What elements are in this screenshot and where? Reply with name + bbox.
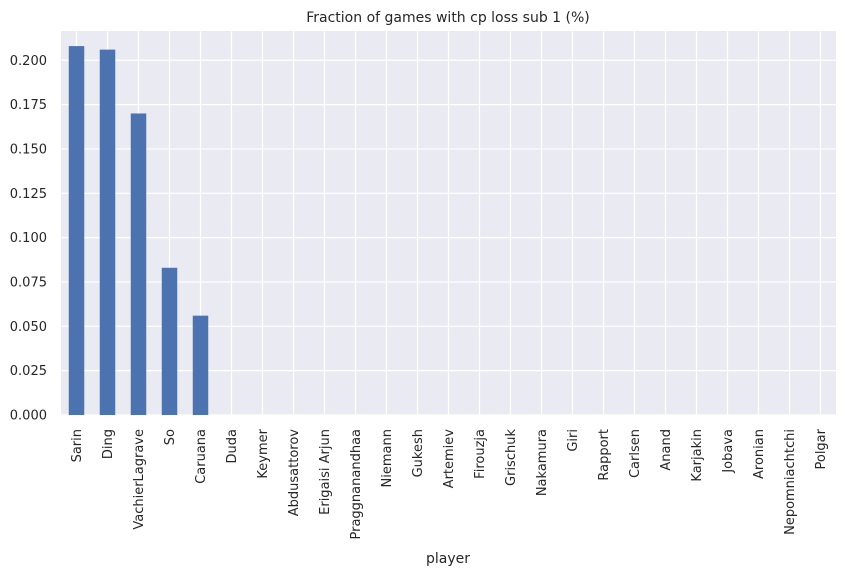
- bars: [68, 46, 209, 416]
- x-tick-label: Artemiev: [442, 429, 457, 489]
- x-tick-label: Caruana: [194, 429, 209, 484]
- x-tick-label: Sarin: [70, 429, 85, 462]
- x-tick-label: Giri: [566, 429, 581, 452]
- bar-ding: [99, 49, 116, 415]
- x-tick-label: Niemann: [380, 429, 395, 487]
- y-tick-label: 0.025: [10, 364, 47, 379]
- x-tick-label: Ding: [101, 429, 116, 459]
- y-tick-label: 0.200: [10, 54, 47, 69]
- x-tick-label: Erigaisi Arjun: [318, 429, 333, 515]
- y-tick-label: 0.125: [10, 187, 47, 202]
- bar-so: [161, 267, 178, 415]
- y-axis-ticks: 0.000 0.025 0.050 0.075 0.100 0.125 0.150 0.175…: [10, 54, 47, 424]
- x-tick-label: Gukesh: [411, 429, 426, 477]
- bar-vachierlagrave: [130, 113, 147, 415]
- x-tick-label: Keymer: [256, 428, 271, 478]
- bar-caruana: [192, 315, 209, 415]
- x-tick-label: Firouzja: [473, 429, 488, 479]
- x-tick-label: Abdusattorov: [287, 429, 302, 517]
- y-tick-label: 0.175: [10, 98, 47, 113]
- x-tick-label: Nepomniachtchi: [783, 429, 798, 535]
- x-tick-label: Polgar: [814, 428, 829, 469]
- x-tick-label: So: [163, 429, 178, 445]
- x-tick-label: Karjakin: [690, 429, 705, 482]
- bar-sarin: [68, 46, 85, 416]
- y-tick-label: 0.150: [10, 142, 47, 157]
- x-tick-label: Praggnanandhaa: [349, 429, 364, 540]
- x-tick-label: Nakamura: [535, 429, 550, 496]
- x-tick-label: Grischuk: [504, 429, 519, 486]
- x-axis-ticks: Sarin Ding VachierLagrave So Caruana Duda Keym…: [70, 428, 829, 539]
- y-tick-label: 0.050: [10, 320, 47, 335]
- y-tick-label: 0.075: [10, 275, 47, 290]
- x-tick-label: Aronian: [752, 429, 767, 479]
- x-tick-label: Rapport: [597, 429, 612, 481]
- y-tick-label: 0.000: [10, 409, 47, 424]
- y-tick-label: 0.100: [10, 231, 47, 246]
- x-tick-label: Anand: [659, 429, 674, 471]
- x-tick-label: VachierLagrave: [132, 429, 147, 530]
- x-axis-title: player: [426, 551, 470, 567]
- chart-title: Fraction of games with cp loss sub 1 (%): [306, 10, 590, 26]
- x-tick-label: Jobava: [721, 429, 736, 474]
- x-tick-label: Duda: [225, 429, 240, 463]
- x-tick-label: Carlsen: [628, 429, 643, 478]
